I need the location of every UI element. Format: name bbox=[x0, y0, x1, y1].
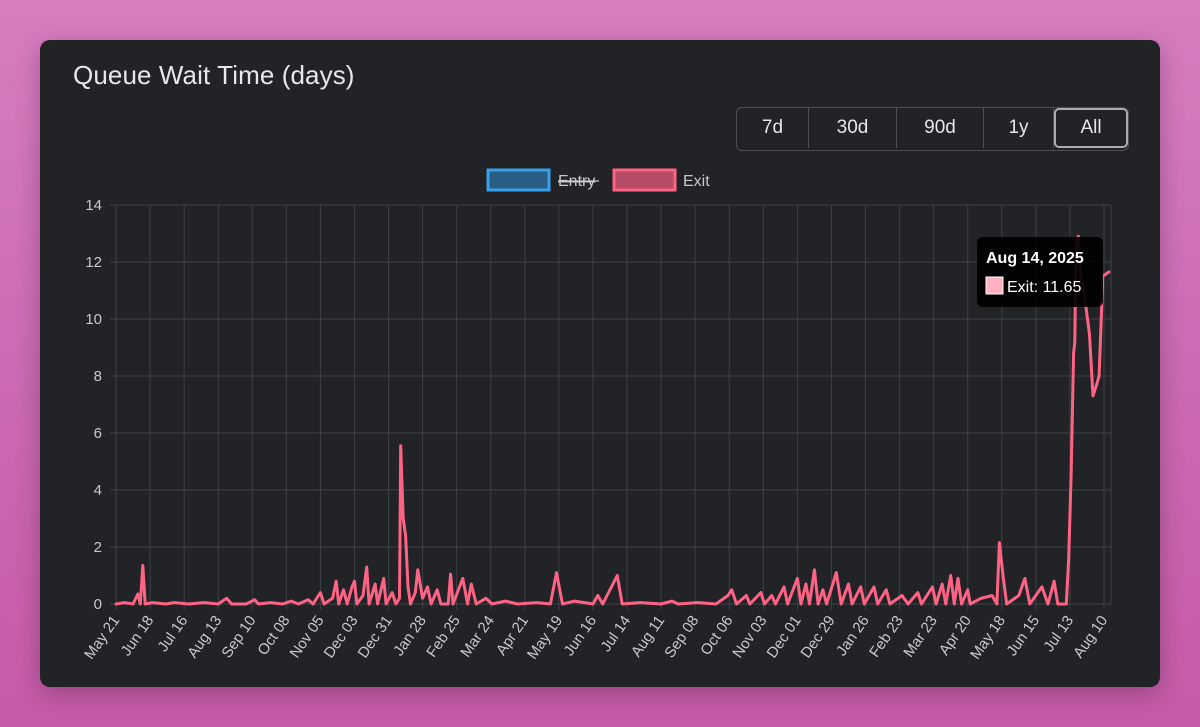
x-tick-label: Feb 25 bbox=[423, 613, 464, 661]
legend-swatch-exit bbox=[612, 168, 677, 192]
range-all-button[interactable]: All bbox=[1054, 108, 1128, 148]
y-tick-label: 0 bbox=[94, 596, 102, 613]
legend-item-exit[interactable]: Exit bbox=[612, 168, 710, 192]
legend-label-exit: Exit bbox=[683, 173, 710, 190]
chart-title: Queue Wait Time (days) bbox=[73, 60, 355, 90]
x-tick-label: May 19 bbox=[524, 613, 566, 663]
x-tick-label: Jun 15 bbox=[1003, 613, 1043, 660]
x-tick-label: Mar 23 bbox=[900, 613, 941, 661]
series-line-exit bbox=[114, 234, 1111, 606]
legend-swatch-entry bbox=[486, 168, 551, 192]
chart-card: Queue Wait Time (days) 7d 30d 90d 1y All… bbox=[40, 40, 1160, 687]
tooltip-title: Aug 14, 2025 bbox=[986, 250, 1084, 267]
y-tick-label: 14 bbox=[85, 197, 102, 214]
range-30d-button[interactable]: 30d bbox=[809, 108, 897, 148]
x-tick-label: Jun 16 bbox=[560, 613, 600, 660]
tooltip-box bbox=[977, 237, 1103, 307]
range-1y-button[interactable]: 1y bbox=[984, 108, 1054, 148]
y-tick-label: 2 bbox=[94, 539, 102, 556]
x-tick-label: Jun 18 bbox=[118, 613, 158, 660]
x-tick-label: Dec 29 bbox=[798, 613, 839, 662]
tooltip: Aug 14, 2025 Exit: 11.65 bbox=[977, 237, 1103, 307]
y-tick-label: 8 bbox=[94, 368, 102, 385]
range-selector: 7d 30d 90d 1y All bbox=[736, 107, 1129, 151]
legend: Entry Exit bbox=[486, 168, 710, 192]
x-tick-label: Dec 01 bbox=[763, 613, 804, 662]
x-tick-label: Nov 03 bbox=[729, 613, 770, 662]
x-tick-label: May 18 bbox=[967, 613, 1009, 663]
legend-item-entry[interactable]: Entry bbox=[486, 168, 599, 192]
range-90d-button[interactable]: 90d bbox=[897, 108, 984, 148]
x-tick-label: Mar 24 bbox=[457, 613, 498, 661]
x-tick-label: Aug 10 bbox=[1070, 613, 1111, 662]
y-tick-label: 6 bbox=[94, 425, 102, 442]
x-tick-label: Sep 10 bbox=[218, 613, 259, 662]
x-tick-label: Dec 31 bbox=[355, 613, 396, 662]
x-tick-label: Aug 13 bbox=[184, 613, 225, 662]
x-tick-label: Sep 08 bbox=[661, 613, 702, 662]
y-tick-label: 4 bbox=[94, 482, 102, 499]
x-tick-label: Nov 05 bbox=[287, 613, 328, 662]
y-tick-label: 10 bbox=[85, 311, 102, 328]
range-7d-button[interactable]: 7d bbox=[737, 108, 809, 148]
x-tick-label: Feb 23 bbox=[866, 613, 907, 661]
x-tick-label: Dec 03 bbox=[321, 613, 362, 662]
tooltip-label: Exit: 11.65 bbox=[1007, 279, 1082, 296]
tooltip-swatch bbox=[985, 276, 1004, 295]
y-tick-label: 12 bbox=[85, 254, 102, 271]
x-tick-label: May 21 bbox=[81, 613, 123, 663]
